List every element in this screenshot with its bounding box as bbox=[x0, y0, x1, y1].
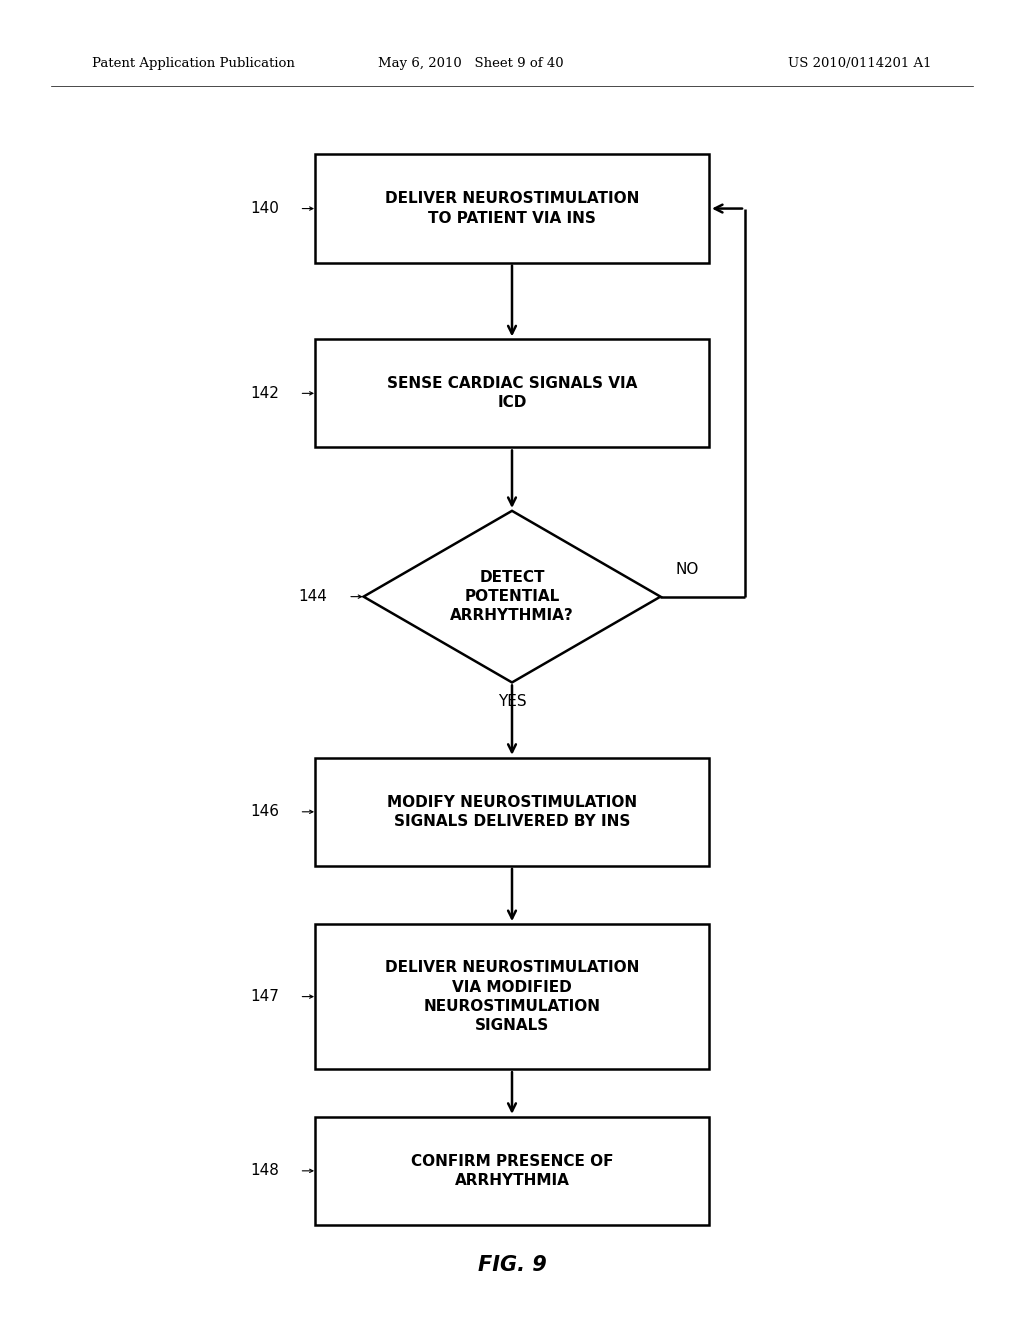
Text: YES: YES bbox=[498, 694, 526, 710]
Text: SENSE CARDIAC SIGNALS VIA
ICD: SENSE CARDIAC SIGNALS VIA ICD bbox=[387, 376, 637, 411]
Bar bbox=[315, 924, 709, 1069]
Polygon shape bbox=[364, 511, 660, 682]
Text: DELIVER NEUROSTIMULATION
VIA MODIFIED
NEUROSTIMULATION
SIGNALS: DELIVER NEUROSTIMULATION VIA MODIFIED NE… bbox=[385, 961, 639, 1032]
Text: DELIVER NEUROSTIMULATION
TO PATIENT VIA INS: DELIVER NEUROSTIMULATION TO PATIENT VIA … bbox=[385, 191, 639, 226]
Text: 140: 140 bbox=[250, 201, 279, 216]
Text: MODIFY NEUROSTIMULATION
SIGNALS DELIVERED BY INS: MODIFY NEUROSTIMULATION SIGNALS DELIVERE… bbox=[387, 795, 637, 829]
Text: 142: 142 bbox=[250, 385, 279, 401]
Text: NO: NO bbox=[676, 562, 699, 577]
Bar bbox=[315, 758, 709, 866]
Bar bbox=[315, 1117, 709, 1225]
Text: May 6, 2010   Sheet 9 of 40: May 6, 2010 Sheet 9 of 40 bbox=[378, 57, 564, 70]
Text: 144: 144 bbox=[299, 589, 328, 605]
Bar bbox=[315, 154, 709, 263]
Text: FIG. 9: FIG. 9 bbox=[477, 1254, 547, 1275]
Text: 146: 146 bbox=[250, 804, 279, 820]
Bar bbox=[315, 339, 709, 447]
Text: CONFIRM PRESENCE OF
ARRHYTHMIA: CONFIRM PRESENCE OF ARRHYTHMIA bbox=[411, 1154, 613, 1188]
Text: Patent Application Publication: Patent Application Publication bbox=[92, 57, 295, 70]
Text: DETECT
POTENTIAL
ARRHYTHMIA?: DETECT POTENTIAL ARRHYTHMIA? bbox=[451, 570, 573, 623]
Text: 147: 147 bbox=[250, 989, 279, 1005]
Text: 148: 148 bbox=[250, 1163, 279, 1179]
Text: US 2010/0114201 A1: US 2010/0114201 A1 bbox=[788, 57, 932, 70]
